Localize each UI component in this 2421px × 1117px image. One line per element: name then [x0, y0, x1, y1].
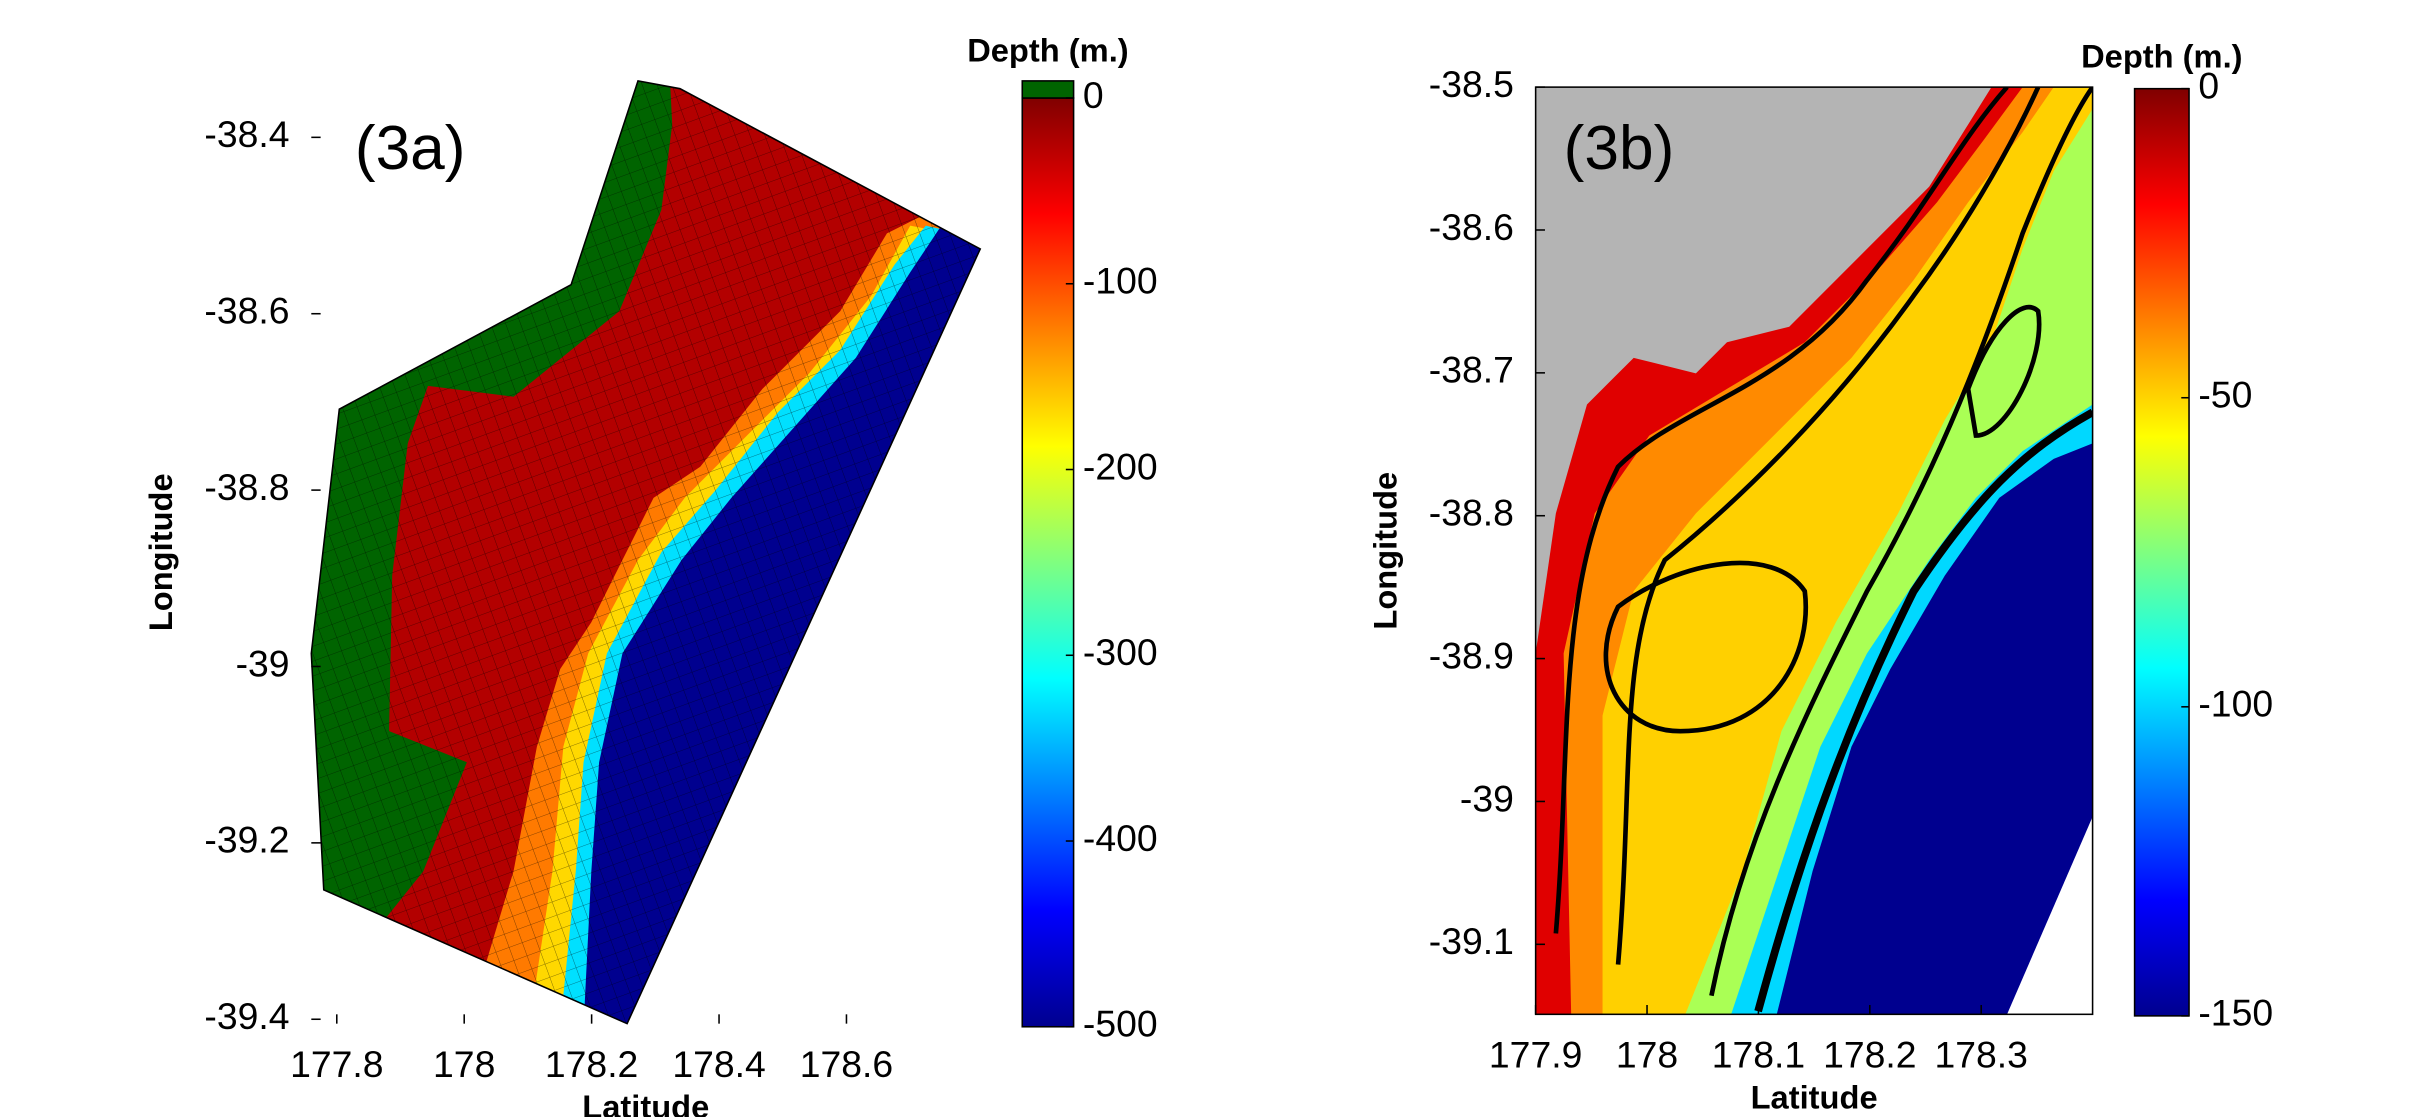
colorbar-tick-label: -50 [2198, 374, 2252, 416]
y-axis-label: Longitude [1366, 472, 1403, 630]
colorbar-label: Depth (m.) [967, 32, 1128, 69]
annotation: (3a) [355, 114, 466, 183]
y-tick-label: -39.4 [204, 995, 289, 1037]
map-b [1535, 87, 2093, 1015]
y-tick-label: -39.2 [204, 819, 289, 861]
colorbar-label: Depth (m.) [2081, 38, 2242, 75]
x-tick-label: 178.3 [1934, 1034, 2027, 1076]
y-axis-label: Longitude [142, 473, 179, 631]
colorbar [2133, 87, 2190, 1017]
colorbar [1021, 97, 1075, 1028]
x-tick-label: 178.6 [800, 1043, 893, 1085]
y-tick-label: -38.9 [1429, 634, 1514, 676]
map-a [311, 80, 981, 1024]
y-tick-label: -38.7 [1429, 349, 1514, 391]
colorbar-tick-label: -100 [2198, 683, 2273, 725]
y-tick-label: -38.6 [204, 290, 289, 332]
y-tick-label: -38.5 [1429, 63, 1514, 105]
x-tick-label: 178.4 [672, 1043, 765, 1085]
colorbar-land [1021, 80, 1075, 99]
x-tick-label: 177.8 [290, 1043, 383, 1085]
x-tick-label: 178 [1616, 1034, 1678, 1076]
x-axis-label: Latitude [582, 1088, 709, 1117]
y-tick-label: -39 [1460, 777, 1514, 819]
colorbar-tick-label: -500 [1083, 1003, 1158, 1045]
colorbar-tick-label: -150 [2198, 992, 2273, 1034]
y-tick-label: -38.8 [204, 466, 289, 508]
x-tick-label: 177.9 [1489, 1034, 1582, 1076]
colorbar-tick-label: -200 [1083, 445, 1158, 487]
y-tick-label: -38.4 [204, 113, 289, 155]
colorbar-tick-label: -300 [1083, 631, 1158, 673]
y-tick-label: -38.8 [1429, 492, 1514, 534]
colorbar-tick-label: -100 [1083, 260, 1158, 302]
x-tick-label: 178.1 [1712, 1034, 1805, 1076]
y-tick-label: -38.6 [1429, 206, 1514, 248]
x-tick-label: 178 [433, 1043, 495, 1085]
colorbar-tick-label: 0 [2198, 65, 2219, 107]
colorbar-tick-label: 0 [1083, 74, 1104, 116]
annotation: (3b) [1564, 114, 1675, 183]
y-tick-label: -39.1 [1429, 920, 1514, 962]
y-tick-label: -39 [236, 642, 290, 684]
x-tick-label: 178.2 [545, 1043, 638, 1085]
x-axis-label: Latitude [1751, 1079, 1878, 1116]
colorbar-tick-label: -400 [1083, 817, 1158, 859]
x-tick-label: 178.2 [1823, 1034, 1916, 1076]
